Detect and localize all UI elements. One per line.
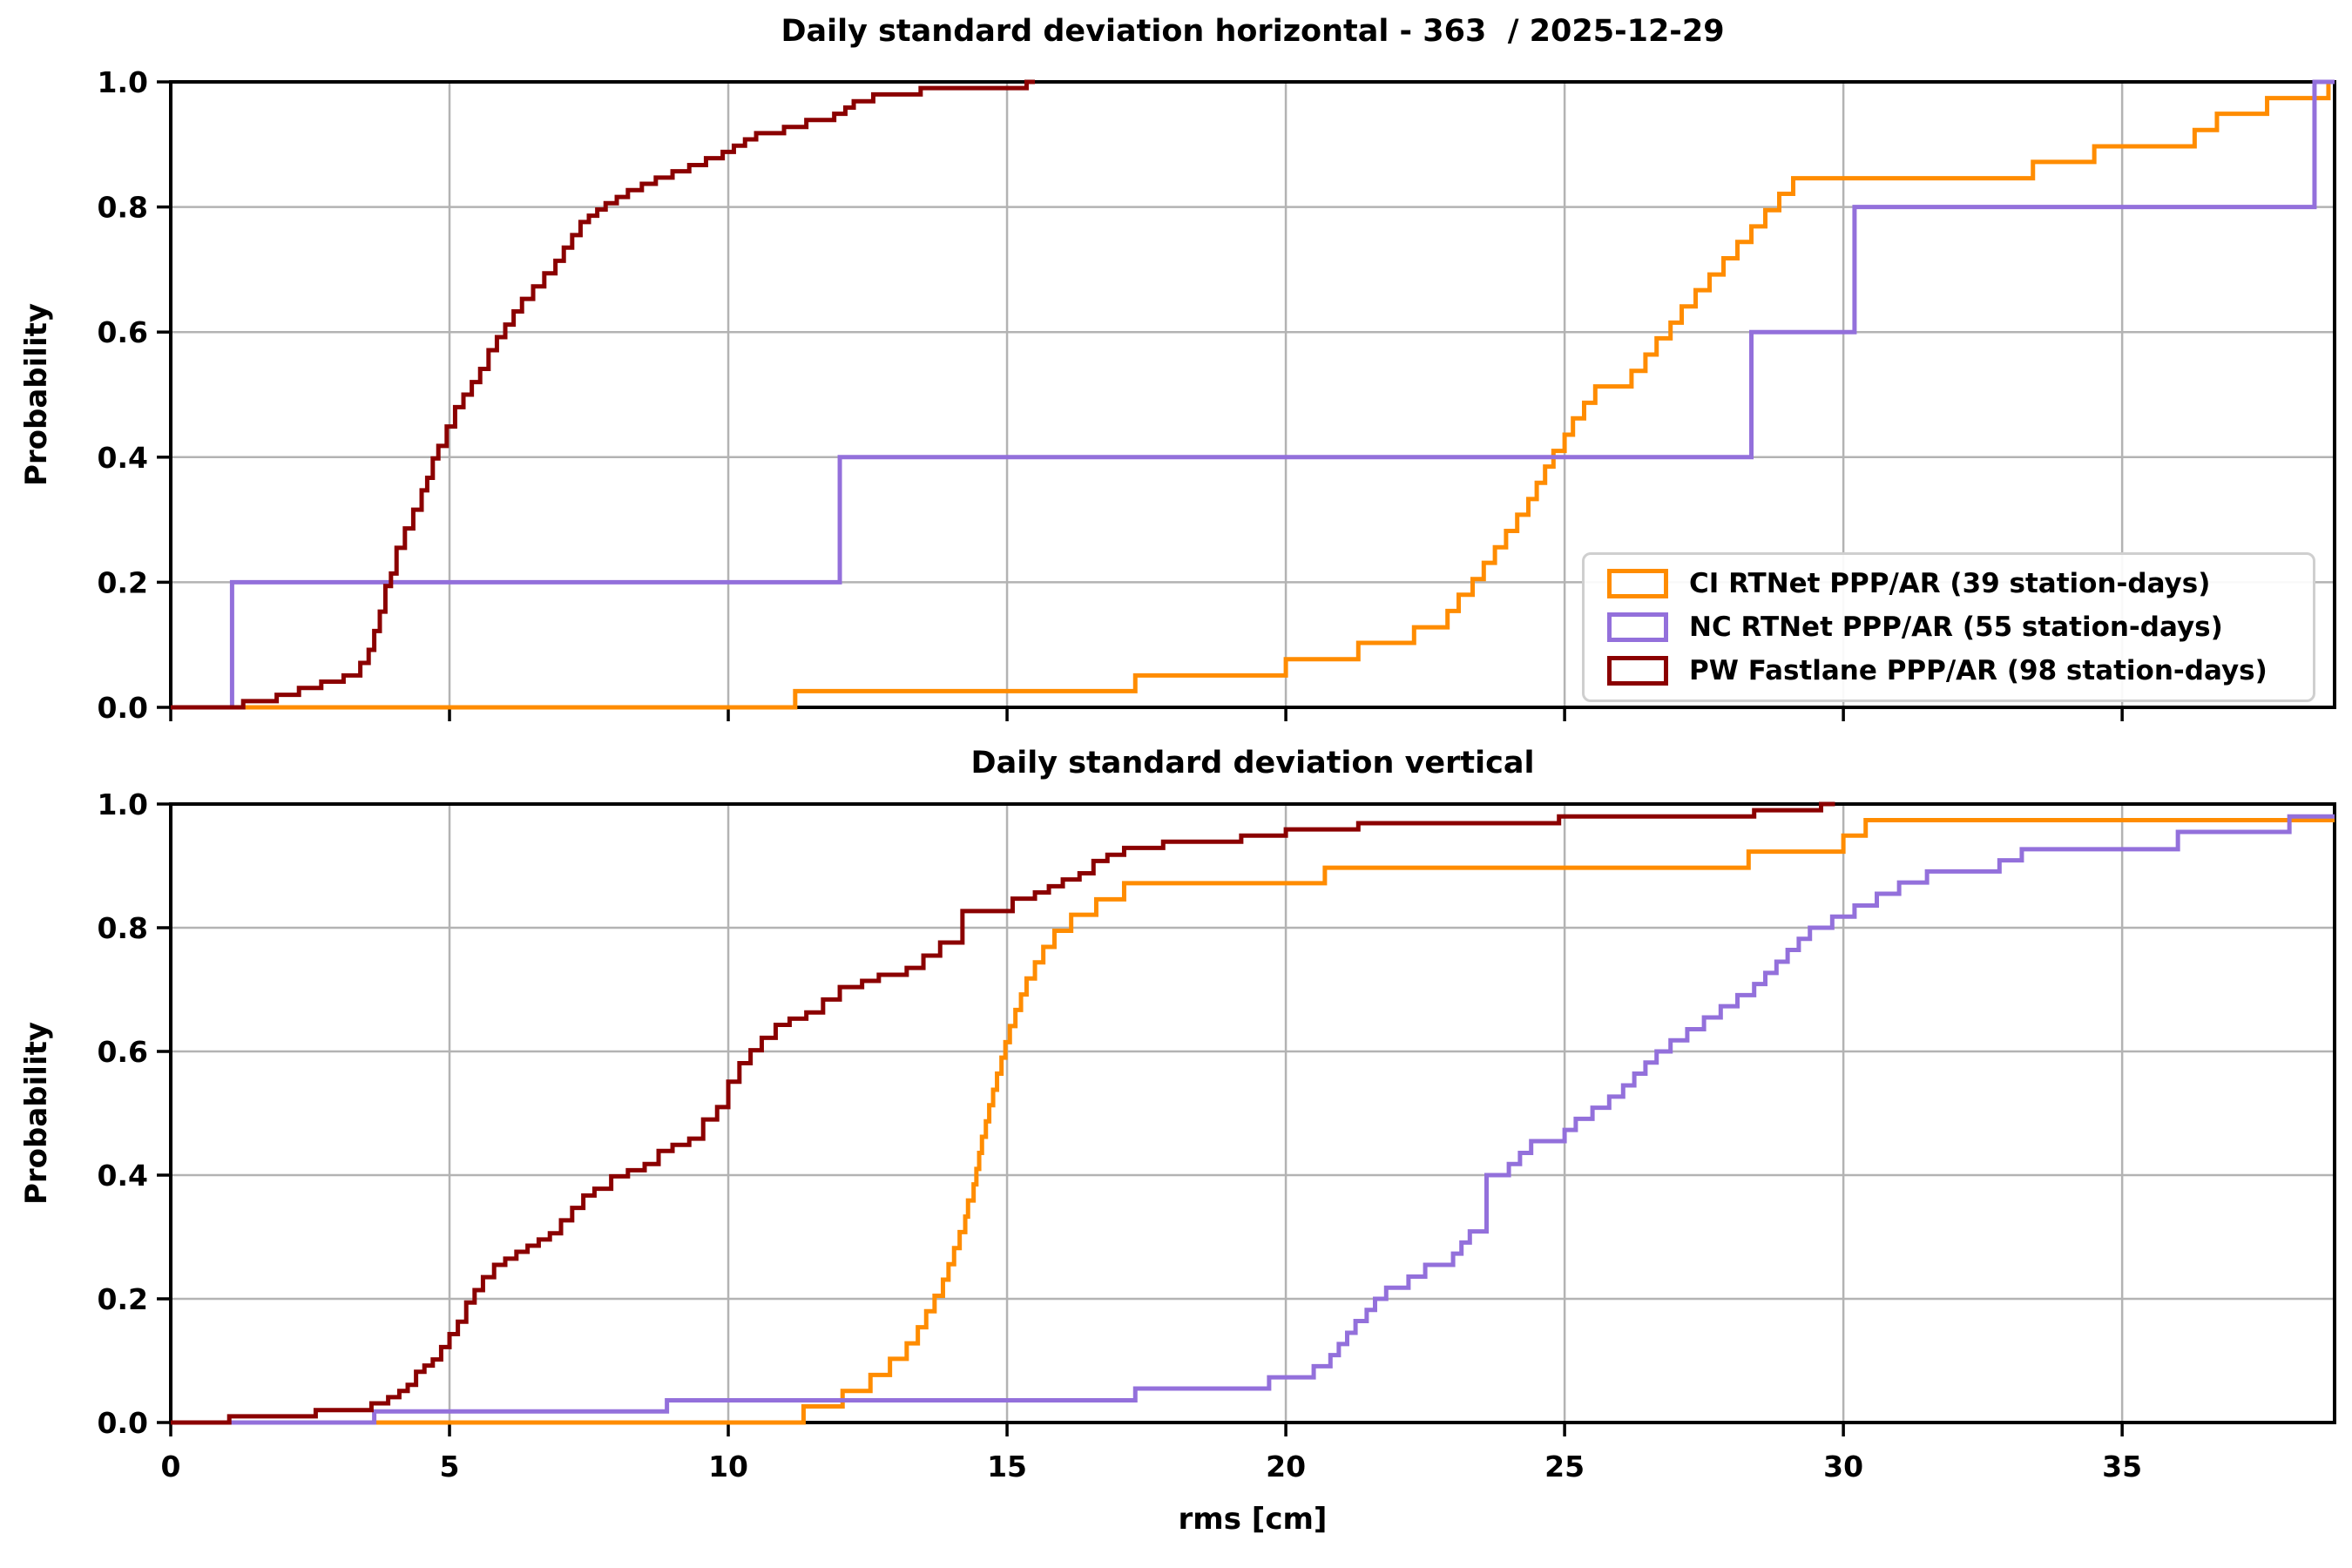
legend-item-pw: PW Fastlane PPP/AR (98 station-days) xyxy=(1607,655,2313,686)
y-tick-label: 0.2 xyxy=(98,1282,148,1316)
y-tick-label: 0.4 xyxy=(98,441,148,475)
bottom-y-axis-label: Probability xyxy=(19,1021,54,1206)
x-tick-label: 35 xyxy=(2102,1450,2142,1484)
series-curve-ci xyxy=(171,79,2335,710)
y-tick-label: 1.0 xyxy=(98,65,148,99)
legend-box: CI RTNet PPP/AR (39 station-days) NC RTN… xyxy=(1582,552,2315,702)
top-y-axis-label: Probability xyxy=(19,302,54,487)
y-tick-label: 0.4 xyxy=(98,1159,148,1193)
series-curve-pw xyxy=(171,79,1036,710)
legend-label-ci: CI RTNet PPP/AR (39 station-days) xyxy=(1689,568,2211,599)
y-tick-label: 0.0 xyxy=(98,691,148,725)
legend-item-ci: CI RTNet PPP/AR (39 station-days) xyxy=(1607,568,2313,599)
y-tick-label: 0.8 xyxy=(98,911,148,945)
series-curve-nc xyxy=(171,814,2335,1425)
legend-label-pw: PW Fastlane PPP/AR (98 station-days) xyxy=(1689,655,2268,686)
bottom-chart-title: Daily standard deviation vertical xyxy=(970,746,1535,781)
x-tick-label: 30 xyxy=(1823,1450,1863,1484)
series-curve-ci xyxy=(171,817,2335,1425)
x-tick-label: 15 xyxy=(987,1450,1027,1484)
pw-series-swatch-icon xyxy=(1607,656,1668,686)
series-curve-pw xyxy=(171,801,1835,1425)
series-curve-nc xyxy=(171,79,2335,710)
y-tick-label: 0.2 xyxy=(98,565,148,599)
x-tick-label: 10 xyxy=(708,1450,748,1484)
axes-spines xyxy=(169,802,2336,1424)
top-chart-title: Daily standard deviation horizontal - 36… xyxy=(781,14,1725,49)
x-tick-label: 20 xyxy=(1266,1450,1306,1484)
ci-series-swatch-icon xyxy=(1607,569,1668,598)
x-tick-label: 25 xyxy=(1544,1450,1585,1484)
y-tick-label: 0.0 xyxy=(98,1406,148,1440)
legend-item-nc: NC RTNet PPP/AR (55 station-days) xyxy=(1607,612,2313,643)
axes-spines xyxy=(169,80,2336,709)
y-tick-label: 0.8 xyxy=(98,191,148,225)
nc-series-swatch-icon xyxy=(1607,612,1668,642)
x-tick-label: 0 xyxy=(161,1450,181,1484)
x-axis-label: rms [cm] xyxy=(1178,1502,1328,1537)
legend-label-nc: NC RTNet PPP/AR (55 station-days) xyxy=(1689,612,2223,643)
y-tick-label: 0.6 xyxy=(98,1035,148,1069)
x-tick-label: 5 xyxy=(440,1450,460,1484)
y-tick-label: 1.0 xyxy=(98,787,148,821)
y-tick-label: 0.6 xyxy=(98,315,148,349)
